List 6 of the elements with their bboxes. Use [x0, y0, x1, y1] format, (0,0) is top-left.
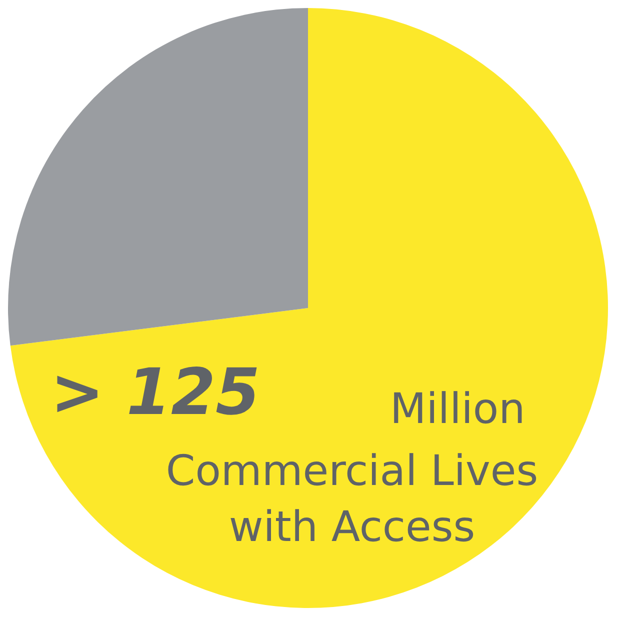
- text: Million: [390, 384, 526, 433]
- text: > 125: [50, 356, 260, 430]
- pie-slice: [10, 8, 608, 608]
- pie-slice: [8, 8, 308, 346]
- text: with Access: [228, 502, 476, 551]
- text: Commercial Lives: [166, 446, 538, 495]
